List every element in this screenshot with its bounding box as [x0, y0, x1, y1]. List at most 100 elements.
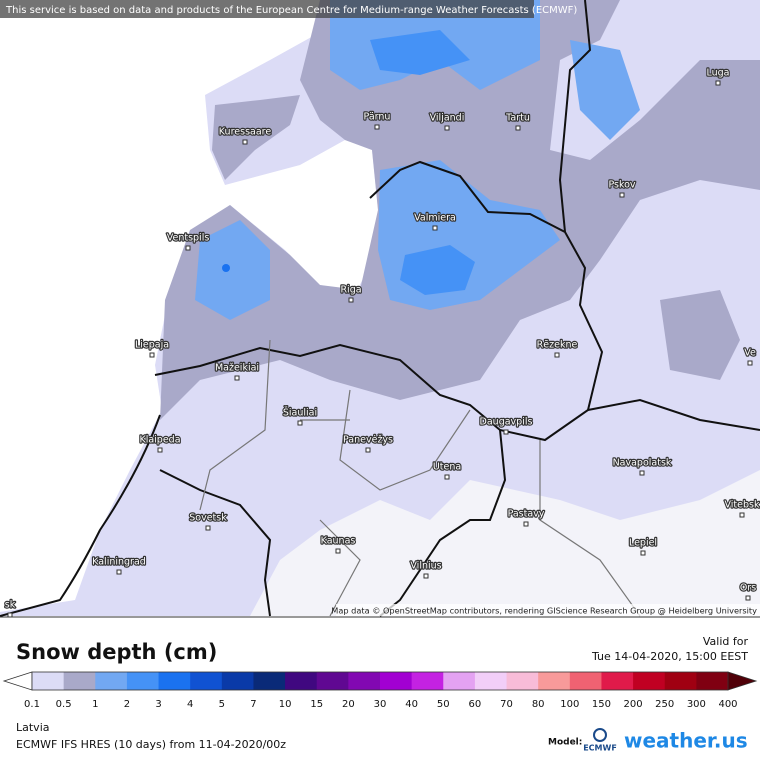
city-marker — [739, 512, 745, 518]
city-marker — [374, 124, 380, 130]
legend-tick-label: 40 — [405, 699, 418, 710]
city-label: Kaliningrad — [92, 557, 146, 568]
city-label: Mažeikiai — [215, 363, 259, 374]
legend-tick-label: 4 — [187, 699, 193, 710]
coastline — [0, 414, 161, 617]
legend-swatch — [380, 672, 413, 690]
legend-frame — [31, 671, 729, 691]
map-attribution-bg — [336, 604, 760, 616]
map: Kuressaare Pärnu Viljandi Tartu Luga Pskov Val… — [0, 0, 760, 618]
border — [587, 398, 760, 431]
legend-swatch — [63, 672, 96, 690]
legend-tick-label: 7 — [250, 699, 256, 710]
city-label: Utena — [433, 462, 461, 473]
city-label: Liepaja — [135, 340, 169, 351]
city-marker — [444, 125, 450, 131]
legend-tick-label: 70 — [500, 699, 513, 710]
city-label: Vilnius — [410, 561, 441, 572]
legend-swatch — [158, 672, 191, 690]
city-label: Daugavpils — [480, 417, 533, 428]
legend-arrow-left — [2, 671, 33, 691]
valid-time: Tue 14-04-2020, 15:00 EEST — [591, 650, 748, 663]
city-label: Panevėžys — [343, 435, 393, 446]
city-marker — [365, 447, 371, 453]
legend-tick-label: 50 — [437, 699, 450, 710]
legend-tick-label: 20 — [342, 699, 355, 710]
city-marker — [423, 573, 429, 579]
legend-swatch — [664, 672, 697, 690]
legend-tick-label: 150 — [592, 699, 611, 710]
city-marker — [205, 525, 211, 531]
snow-1 — [195, 220, 270, 320]
legend-tick-label: 0.1 — [24, 699, 40, 710]
legend-swatch — [126, 672, 160, 690]
city-label: Riga — [340, 285, 361, 296]
legend-swatch — [601, 672, 634, 690]
city-marker — [116, 569, 122, 575]
city-label: Tartu — [505, 113, 530, 124]
city-label: Ve — [744, 348, 756, 359]
city-label: Lepiel — [629, 538, 657, 549]
city-marker — [432, 225, 438, 231]
country-borders — [0, 0, 760, 617]
legend-tick-label: 100 — [560, 699, 579, 710]
city-label: Šiauliai — [283, 407, 317, 419]
city-label: Valmiera — [414, 213, 456, 224]
city-label: Luga — [707, 68, 730, 79]
legend-tick-label: 1 — [92, 699, 98, 710]
city-marker — [554, 352, 560, 358]
city-marker — [715, 80, 721, 86]
model-logo: ECMWF — [583, 744, 617, 753]
city-label: Kaunas — [321, 536, 356, 547]
model-logo-icon — [593, 728, 607, 742]
city-marker — [149, 352, 155, 358]
sea — [0, 0, 378, 612]
city-marker — [619, 192, 625, 198]
legend-arrow-right — [727, 671, 758, 691]
legend-swatch — [316, 672, 349, 690]
city-marker — [234, 375, 240, 381]
city-marker — [297, 420, 303, 426]
city-label: Ors — [740, 583, 756, 594]
city-label: Kuressaare — [219, 127, 272, 138]
legend-title: Snow depth (cm) — [16, 640, 217, 664]
legend-swatch — [443, 672, 476, 690]
color-legend: 0.1 0.5 1 2 3 4 5 7 10 15 20 30 40 50 60 70 80 100 150 200 2… — [2, 671, 758, 710]
legend-tick-label: 15 — [310, 699, 323, 710]
city-label: Rēzekne — [537, 340, 578, 351]
city-marker — [639, 470, 645, 476]
region-border — [199, 339, 641, 617]
island-snow — [212, 95, 300, 180]
city-label: Pskov — [608, 180, 635, 191]
no-snow-area — [250, 470, 760, 616]
legend-swatch — [411, 672, 444, 690]
model-run: ECMWF IFS HRES (10 days) from 11-04-2020… — [16, 738, 286, 751]
city-marker — [7, 612, 13, 618]
border — [558, 0, 592, 233]
city-label: Pastavy — [508, 509, 545, 520]
legend-swatch — [633, 672, 666, 690]
legend-swatch — [696, 672, 729, 690]
border — [159, 469, 272, 617]
legend-tick-label: 60 — [469, 699, 482, 710]
region-name: Latvia — [16, 721, 50, 734]
snow-0.5 — [660, 290, 740, 380]
legend-tick-label: 30 — [374, 699, 387, 710]
city-label: Navapolatsk — [613, 458, 672, 469]
legend-tick-label: 200 — [624, 699, 643, 710]
city-marker — [335, 548, 341, 554]
city-labels: Kuressaare Pärnu Viljandi Tartu Luga Pskov Val… — [4, 66, 760, 618]
legend-swatch — [348, 672, 381, 690]
city-label: Sovetsk — [189, 513, 227, 524]
legend-swatch — [32, 672, 65, 690]
legend-tick-label: 80 — [532, 699, 545, 710]
city-marker — [640, 550, 646, 556]
city-marker — [523, 521, 529, 527]
legend-tick-label: 3 — [155, 699, 161, 710]
legend-tick-label: 400 — [718, 699, 737, 710]
valid-label: Valid for — [703, 635, 749, 648]
city-marker — [242, 139, 248, 145]
legend-swatch — [506, 672, 539, 690]
legend-tick-label: 250 — [655, 699, 674, 710]
